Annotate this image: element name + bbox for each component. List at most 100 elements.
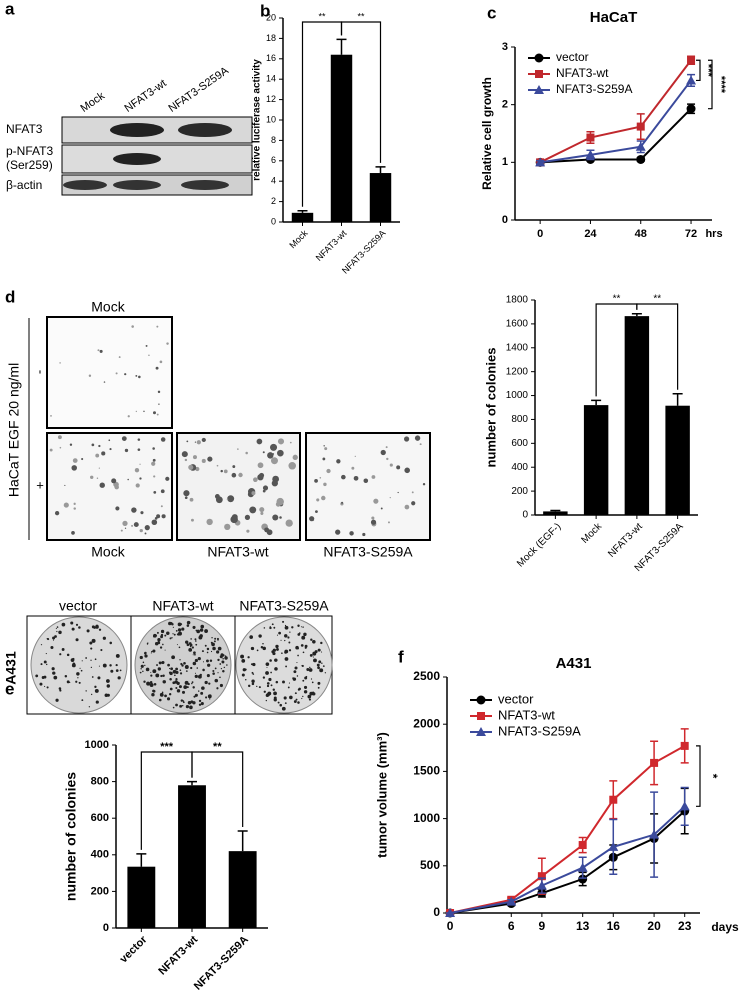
colony-dot xyxy=(422,482,426,486)
significance-label: ** xyxy=(613,294,621,305)
chart: 0 1 2 3 Relative cell growth HaCaT 0 24 48 72 hrs v… xyxy=(480,9,727,240)
colony-dot xyxy=(262,676,266,679)
colony-dot xyxy=(251,679,255,683)
colony-dot xyxy=(181,451,188,458)
colony-dot xyxy=(246,529,250,533)
colony-dot xyxy=(140,664,144,668)
colony-dot xyxy=(58,687,62,690)
y-tick-label: 3 xyxy=(502,41,508,53)
colony-dot xyxy=(304,645,307,647)
colony-dot xyxy=(102,636,106,640)
colony-dot xyxy=(202,661,205,663)
colony-dot xyxy=(161,514,166,519)
error-bar xyxy=(187,780,197,786)
colony-dot xyxy=(127,415,130,418)
point xyxy=(686,104,696,114)
colony-dot xyxy=(241,673,245,677)
bar xyxy=(127,866,156,928)
colony-dot xyxy=(273,698,277,702)
colony-dot xyxy=(296,662,298,664)
colony-dot xyxy=(109,448,112,451)
colony-dot xyxy=(256,649,259,652)
row-label: (Ser259) xyxy=(6,158,53,172)
colony-dot xyxy=(94,685,97,689)
colony-dot xyxy=(317,666,320,670)
colony-dot xyxy=(282,680,285,684)
colony-dot xyxy=(131,507,137,513)
colony-dot xyxy=(140,511,144,515)
colony-dot xyxy=(196,667,199,669)
side-label: A431 xyxy=(3,651,19,685)
colony-dot xyxy=(85,690,87,692)
colony-dot xyxy=(298,687,301,691)
colony-dot xyxy=(201,458,206,463)
colony-dot xyxy=(160,629,165,634)
colony-dot xyxy=(231,472,237,478)
colony-image xyxy=(46,316,173,429)
colony-dot xyxy=(189,705,193,710)
colony-dot xyxy=(221,660,223,662)
colony-dot xyxy=(265,699,267,702)
colony-dot xyxy=(138,375,141,379)
colony-dot xyxy=(120,529,123,532)
colony-dot xyxy=(177,622,182,627)
colony-dot xyxy=(59,653,62,656)
colony-dot xyxy=(131,325,134,328)
point xyxy=(537,872,546,881)
colony-dot xyxy=(160,674,163,678)
bar xyxy=(178,785,206,928)
band xyxy=(113,180,161,190)
colony-dot xyxy=(152,669,157,674)
colony-dot xyxy=(202,668,205,672)
colony-dot xyxy=(98,665,100,667)
colony-dot xyxy=(324,672,327,674)
colony-dot xyxy=(326,468,331,474)
legend-marker xyxy=(476,695,486,705)
x-tick-label: 0 xyxy=(447,919,454,933)
colony-dot xyxy=(157,390,161,394)
point xyxy=(635,141,646,151)
colony-dot xyxy=(175,677,178,681)
x-tick-label: Mock xyxy=(287,228,310,251)
colony-dot xyxy=(186,620,191,625)
colony-dot xyxy=(353,475,359,481)
colony-dot xyxy=(110,669,114,673)
colony-dot xyxy=(150,652,152,654)
colony-dot xyxy=(272,688,275,691)
significance-bracket xyxy=(340,21,382,163)
colony-dot xyxy=(227,495,235,503)
colony-dot xyxy=(78,681,81,684)
colony-dot xyxy=(173,633,176,636)
colony-dot xyxy=(161,693,163,695)
colony-dot xyxy=(253,477,258,483)
colony-dot xyxy=(183,490,190,497)
colony-dot xyxy=(139,528,143,533)
colony-dot xyxy=(206,518,213,526)
point xyxy=(679,801,690,811)
colony-dot xyxy=(108,439,111,442)
colony-dot xyxy=(71,663,76,668)
legend-marker xyxy=(534,85,544,94)
point xyxy=(687,56,696,65)
colony-dot xyxy=(279,516,282,519)
colony-dot xyxy=(247,684,251,688)
colony-dot xyxy=(198,699,202,703)
colony-dot xyxy=(284,702,287,705)
bar xyxy=(543,511,568,515)
colony-dot xyxy=(260,646,264,649)
legend-label: vector xyxy=(498,691,534,706)
colony-dot xyxy=(287,636,290,639)
colony-dot xyxy=(320,641,323,645)
colony-dot xyxy=(266,666,268,668)
colony-dot xyxy=(277,449,284,457)
y-tick-label: 400 xyxy=(91,849,109,861)
significance-label: ** xyxy=(318,11,326,21)
colony-dot xyxy=(269,659,272,662)
colony-dot xyxy=(176,644,178,646)
colony-dot xyxy=(192,686,195,689)
y-tick-label: 0 xyxy=(271,216,276,226)
colony-dot xyxy=(81,660,83,662)
colony-dot xyxy=(153,682,157,686)
error-bar xyxy=(672,393,683,406)
colony-dot xyxy=(39,682,43,686)
